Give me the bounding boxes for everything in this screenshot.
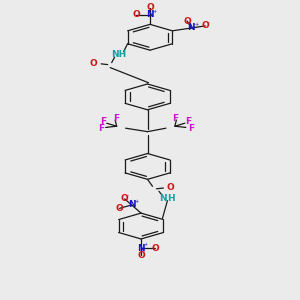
Text: -: -: [127, 193, 129, 198]
Text: O: O: [121, 194, 128, 203]
Text: -: -: [152, 2, 154, 7]
Text: F: F: [114, 114, 120, 123]
Text: F: F: [98, 124, 104, 133]
Text: O: O: [183, 16, 191, 26]
Text: F: F: [188, 124, 194, 133]
Text: O: O: [146, 4, 154, 13]
Text: N: N: [146, 11, 154, 20]
Text: O: O: [137, 251, 145, 260]
Text: O: O: [151, 244, 159, 253]
Text: F: F: [172, 114, 178, 123]
Text: -: -: [207, 20, 209, 25]
Text: NH: NH: [111, 50, 126, 59]
Text: O: O: [90, 59, 98, 68]
Text: +: +: [153, 9, 157, 14]
Text: H: H: [168, 194, 175, 203]
Text: O: O: [201, 21, 209, 30]
Text: N: N: [128, 200, 135, 209]
Text: N: N: [160, 194, 167, 203]
Text: N: N: [137, 244, 145, 253]
Text: O: O: [167, 183, 174, 192]
Text: +: +: [134, 199, 138, 203]
Text: +: +: [144, 242, 148, 247]
Text: -: -: [143, 249, 145, 254]
Text: +: +: [194, 22, 198, 27]
Text: F: F: [100, 117, 106, 126]
Text: O: O: [132, 11, 140, 20]
Text: O: O: [116, 204, 123, 213]
Text: N: N: [188, 23, 195, 32]
Text: F: F: [185, 117, 191, 126]
